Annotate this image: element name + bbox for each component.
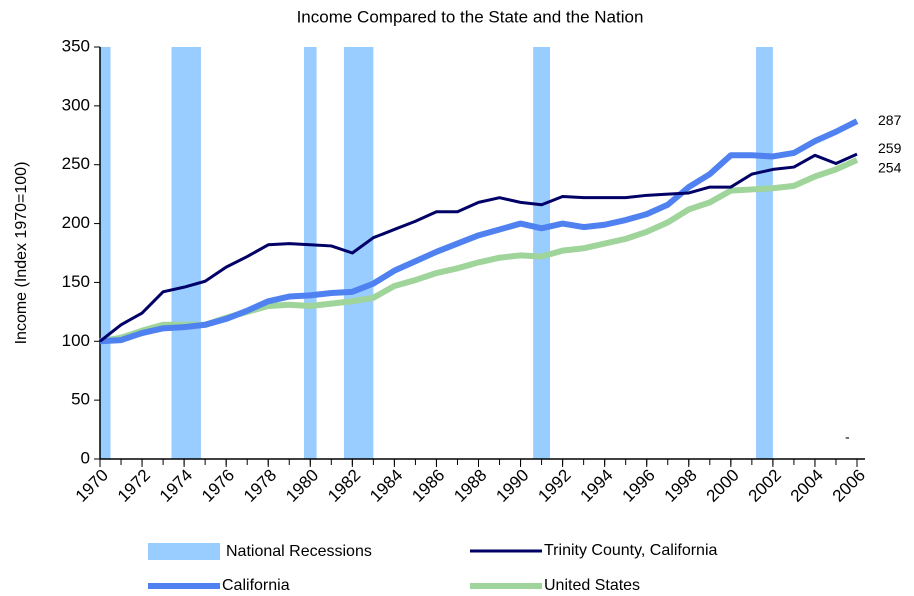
legend-label: Trinity County, California (544, 542, 717, 559)
x-tick-label: 1974 (156, 466, 196, 506)
x-tick-label: 1998 (661, 466, 701, 506)
x-tick-label: 1982 (324, 466, 364, 506)
y-tick-label: 0 (81, 448, 90, 467)
x-tick-label: 1988 (450, 466, 490, 506)
x-tick-label: 1990 (492, 466, 532, 506)
series-line (99, 157, 859, 345)
y-tick-label: 300 (62, 95, 90, 114)
annotation: - (845, 429, 850, 445)
x-tick-label: 1976 (198, 466, 238, 506)
legend-label: National Recessions (226, 543, 372, 560)
series-line (99, 118, 859, 345)
recession-band (100, 47, 111, 459)
recession-band (303, 47, 317, 459)
y-tick-label: 350 (62, 36, 90, 55)
y-tick-label: 100 (62, 331, 90, 350)
legend-label: California (222, 577, 290, 594)
x-tick-label: 2006 (829, 466, 869, 506)
x-tick-label: 1972 (114, 466, 154, 506)
x-tick-label: 2000 (703, 466, 743, 506)
series-line (99, 152, 858, 343)
x-tick-label: 1978 (240, 466, 280, 506)
y-tick-label: 150 (62, 272, 90, 291)
y-tick-label: 250 (62, 154, 90, 173)
y-tick-label: 200 (62, 213, 90, 232)
y-tick-label: 50 (71, 390, 90, 409)
x-tick-label: 2004 (787, 466, 827, 506)
recession-band (756, 47, 773, 459)
legend-label: United States (544, 577, 640, 594)
legend-swatch (148, 543, 220, 560)
chart-title: Income Compared to the State and the Nat… (297, 7, 644, 26)
end-label: 254 (878, 160, 902, 176)
recession-band (533, 47, 550, 459)
x-tick-label: 2002 (745, 466, 785, 506)
x-tick-label: 1994 (576, 466, 616, 506)
x-tick-label: 1992 (534, 466, 574, 506)
end-label: 287 (878, 112, 902, 128)
end-label: 259 (878, 140, 902, 156)
x-tick-label: 1970 (72, 466, 112, 506)
x-tick-label: 1986 (408, 466, 448, 506)
x-tick-label: 1980 (282, 466, 322, 506)
x-tick-label: 1984 (366, 466, 406, 506)
recession-band (171, 47, 201, 459)
x-tick-label: 1996 (619, 466, 659, 506)
y-axis-label: Income (Index 1970=100) (13, 162, 30, 345)
